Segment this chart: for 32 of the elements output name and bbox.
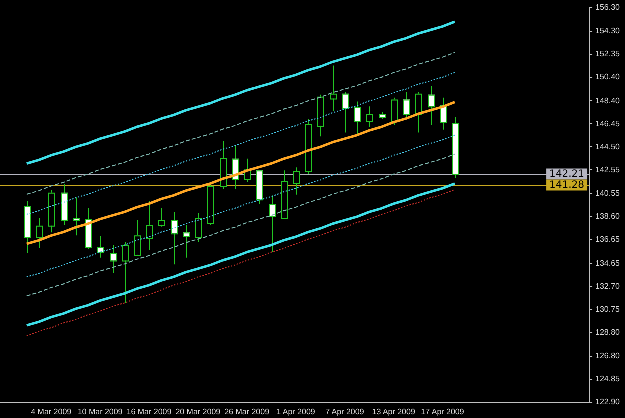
y-tick-label: 130.75 (596, 304, 621, 314)
x-tick-label: 17 Apr 2009 (421, 407, 465, 416)
x-tick-label: 26 Mar 2009 (224, 407, 270, 416)
x-tick-label: 13 Apr 2009 (372, 407, 416, 416)
line-series (26, 154, 456, 297)
y-tick-label: 140.55 (596, 189, 621, 198)
x-tick-label: 4 Mar 2009 (31, 407, 72, 416)
y-tick-label: 146.45 (596, 119, 621, 128)
y-tick-label: 148.40 (596, 96, 621, 106)
y-tick-label: 138.60 (596, 212, 621, 222)
x-tick-label: 10 Mar 2009 (78, 407, 124, 416)
y-tick-label: 156.30 (596, 3, 621, 12)
y-tick-label: 150.40 (596, 72, 621, 82)
y-tick-label: 128.80 (596, 328, 621, 337)
y-tick-label: 124.85 (596, 374, 621, 384)
ref-line-label: 142.21 (550, 168, 585, 180)
line-series (26, 52, 456, 195)
y-tick-label: 154.30 (596, 26, 621, 36)
x-tick-label: 16 Mar 2009 (126, 407, 172, 416)
ref-line-label: 141.28 (550, 180, 585, 191)
y-tick-label: 144.50 (596, 142, 621, 152)
y-tick-label: 132.70 (596, 282, 621, 291)
y-tick-label: 122.90 (596, 398, 621, 407)
y-tick-label: 126.80 (596, 352, 621, 361)
line-series (26, 134, 456, 278)
x-tick-label: 7 Apr 2009 (326, 407, 365, 416)
y-tick-label: 134.65 (596, 258, 621, 268)
x-tick-label: 1 Apr 2009 (276, 407, 316, 416)
y-tick-label: 142.55 (596, 165, 621, 174)
y-tick-label: 136.65 (596, 235, 621, 244)
x-tick-label: 20 Mar 2009 (176, 407, 222, 416)
y-tick-label: 152.35 (596, 50, 621, 59)
